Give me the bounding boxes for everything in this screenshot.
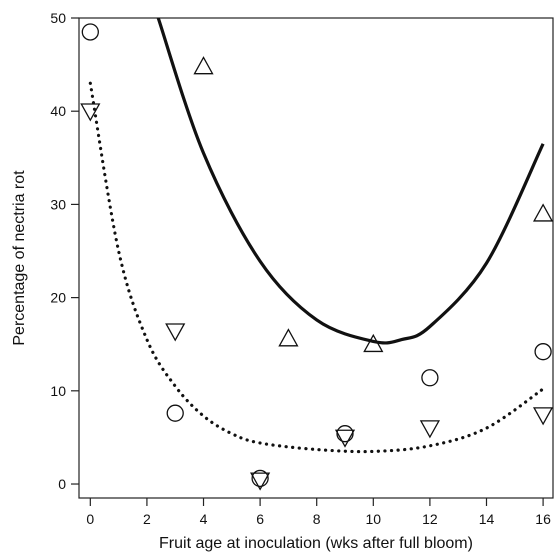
y-tick-label: 0 — [58, 476, 66, 492]
x-axis: 0 2 4 6 8 10 12 14 16 — [86, 498, 551, 527]
y-tick-label: 40 — [50, 103, 66, 119]
fitted-curve-solid — [158, 18, 543, 343]
x-axis-title: Fruit age at inoculation (wks after full… — [159, 535, 473, 552]
y-axis-title: Percentage of nectria rot — [11, 170, 28, 346]
y-tick-label: 20 — [50, 290, 66, 306]
circle-marker — [422, 370, 438, 386]
circle-marker — [337, 426, 353, 442]
data-markers — [81, 24, 552, 489]
x-tick-label: 2 — [143, 511, 151, 527]
circle-marker — [535, 344, 551, 360]
x-tick-label: 4 — [200, 511, 208, 527]
x-tick-label: 12 — [422, 511, 438, 527]
y-tick-label: 10 — [50, 383, 66, 399]
triangle-down-marker — [166, 324, 184, 340]
y-tick-label: 50 — [50, 10, 66, 26]
x-tick-label: 10 — [366, 511, 382, 527]
triangle-down-marker — [534, 408, 552, 424]
x-tick-label: 6 — [256, 511, 264, 527]
circle-marker — [82, 24, 98, 40]
triangle-up-marker — [279, 330, 297, 346]
x-tick-label: 16 — [535, 511, 551, 527]
triangle-down-marker — [421, 421, 439, 437]
plot-frame — [79, 18, 553, 498]
triangle-down-marker — [81, 104, 99, 120]
x-tick-label: 0 — [86, 511, 94, 527]
circle-marker — [167, 405, 183, 421]
triangle-up-marker — [534, 205, 552, 221]
triangle-up-marker — [195, 57, 213, 73]
y-tick-label: 30 — [50, 196, 66, 212]
fitted-curves — [90, 18, 543, 452]
x-tick-label: 14 — [479, 511, 495, 527]
fitted-curve-dotted — [90, 83, 543, 451]
x-tick-label: 8 — [313, 511, 321, 527]
y-axis: 0 10 20 30 40 50 — [50, 10, 79, 492]
